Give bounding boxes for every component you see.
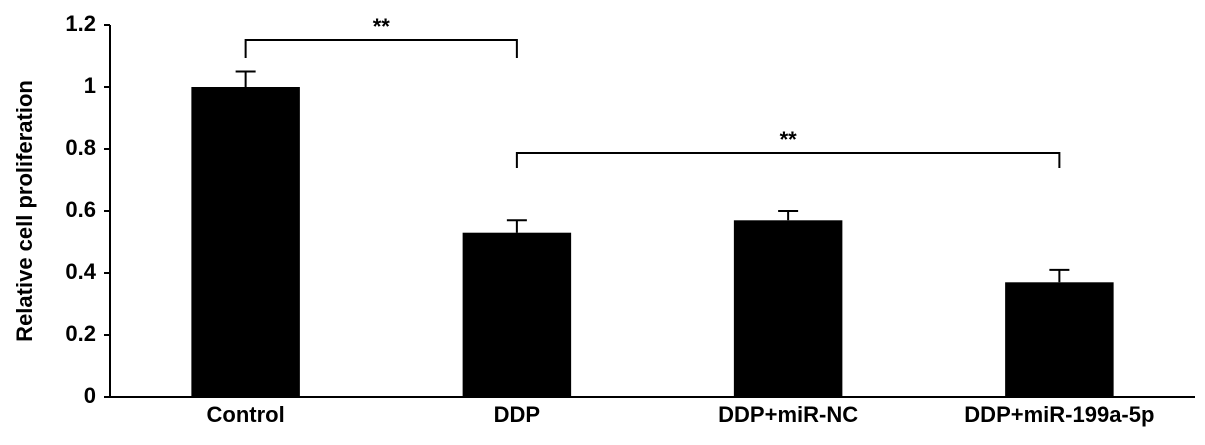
x-tick-label: DDP — [494, 402, 540, 427]
y-axis-label: Relative cell proliferation — [12, 80, 37, 342]
y-tick-label: 0.6 — [65, 197, 96, 222]
significance-bracket — [244, 39, 518, 58]
bar — [733, 220, 843, 397]
x-tick-label: DDP+miR-199a-5p — [964, 402, 1154, 427]
y-tick-label: 1 — [84, 73, 96, 98]
bar — [191, 87, 300, 397]
error-bar — [1049, 268, 1070, 283]
y-tick-label: 0.2 — [65, 321, 96, 346]
bar — [462, 232, 572, 397]
significance-label: ** — [373, 14, 391, 39]
significance-label: ** — [780, 127, 798, 152]
error-bar — [235, 70, 256, 87]
x-tick-label: DDP+miR-NC — [718, 402, 858, 427]
y-tick-label: 0 — [84, 383, 96, 408]
error-bar — [506, 219, 527, 233]
significance-bracket — [515, 152, 1061, 168]
y-tick-label: 0.8 — [65, 135, 96, 160]
bar — [1005, 282, 1114, 397]
error-bar — [778, 210, 799, 221]
y-tick-label: 0.4 — [65, 259, 96, 284]
x-tick-label: Control — [207, 402, 285, 427]
y-tick-label: 1.2 — [65, 11, 96, 36]
